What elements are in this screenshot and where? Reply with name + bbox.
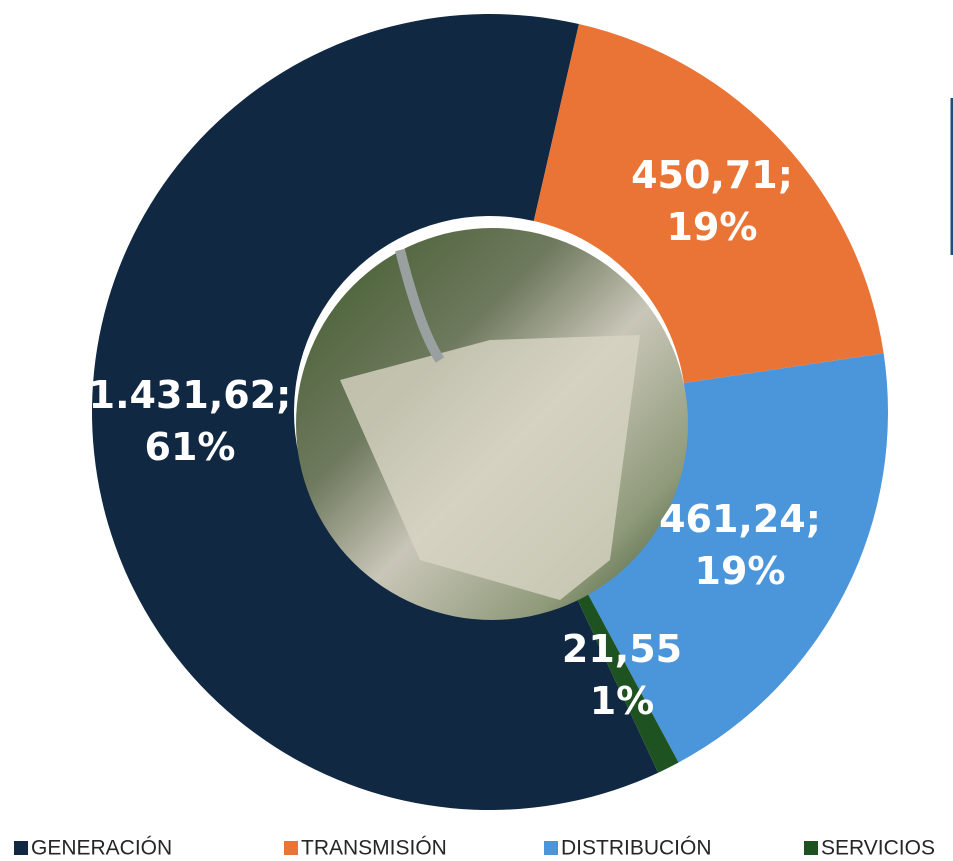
legend-label: GENERACIÓN: [31, 837, 172, 860]
chart: 1.431,62;61%450,71;19%461,24;19%21,551% …: [0, 0, 953, 861]
value-label: 19%: [695, 549, 786, 593]
value-label: 461,24;: [659, 497, 821, 541]
value-label: 1.431,62;: [89, 373, 292, 417]
value-label: 61%: [145, 425, 236, 469]
value-label: 1%: [590, 679, 655, 723]
legend-swatch: [14, 841, 28, 855]
legend-label: DISTRIBUCIÓN: [561, 837, 712, 860]
legend-label: SERVICIOS: [821, 837, 935, 860]
center-photo: [296, 228, 688, 620]
legend: GENERACIÓN TRANSMISIÓN DISTRIBUCIÓN SERVICI…: [14, 837, 935, 860]
value-label: 450,71;: [631, 153, 793, 197]
legend-label: TRANSMISIÓN: [301, 837, 447, 860]
legend-swatch: [544, 841, 558, 855]
value-label: 19%: [667, 205, 758, 249]
legend-swatch: [804, 841, 818, 855]
value-label: 21,55: [562, 627, 682, 671]
legend-swatch: [284, 841, 298, 855]
